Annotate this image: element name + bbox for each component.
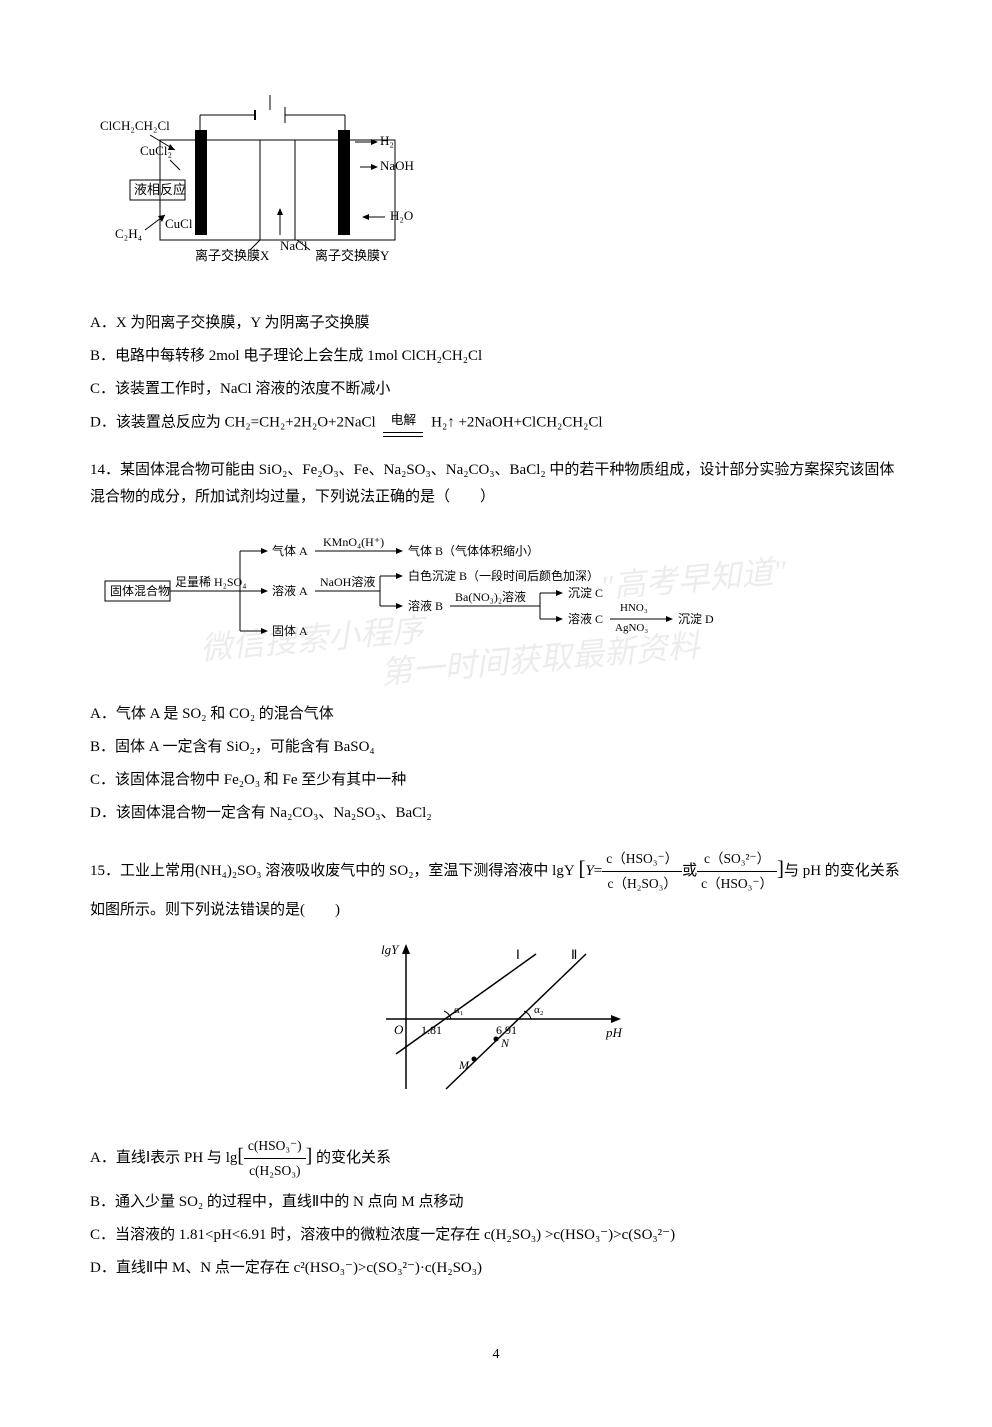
svg-text:溶液 A: 溶液 A <box>272 583 308 598</box>
svg-text:离子交换膜X: 离子交换膜X <box>195 248 270 263</box>
q14-option-c: C．该固体混合物中 Fe₂O₃ 和 Fe 至少有其中一种 <box>90 767 902 794</box>
svg-text:足量稀 H₂SO₄: 足量稀 H₂SO₄ <box>175 575 246 589</box>
svg-text:气体 A: 气体 A <box>272 543 308 558</box>
svg-text:固体 A: 固体 A <box>272 624 308 638</box>
svg-text:NaOH溶液: NaOH溶液 <box>320 574 375 589</box>
q14-option-a: A．气体 A 是 SO₂ 和 CO₂ 的混合气体 <box>90 701 902 728</box>
svg-text:Ba(NO₃)₂溶液: Ba(NO₃)₂溶液 <box>455 589 526 604</box>
q14-option-d: D．该固体混合物一定含有 Na₂CO₃、Na₂SO₃、BaCl₂ <box>90 800 902 827</box>
svg-text:KMnO₄(H⁺): KMnO₄(H⁺) <box>323 535 384 549</box>
svg-text:固体混合物: 固体混合物 <box>110 583 170 598</box>
q14-flowchart: "高考早知道" 微信搜索小程序 第一时间获取最新资料 固体混合物 足量稀 H₂S… <box>100 521 902 681</box>
svg-text:溶液 B: 溶液 B <box>408 598 443 613</box>
svg-text:AgNO₃: AgNO₃ <box>615 622 648 634</box>
q14: 14．某固体混合物可能由 SiO₂、Fe₂O₃、Fe、Na₂SO₃、Na₂CO₃… <box>90 457 902 827</box>
svg-text:气体 B（气体体积缩小）: 气体 B（气体体积缩小） <box>408 543 539 558</box>
q15-text: 15．工业上常用(NH₄)₂SO₃ 溶液吸收废气中的 SO₂，室温下测得溶液中 … <box>90 847 902 924</box>
svg-text:液相反应: 液相反应 <box>134 182 186 197</box>
svg-text:白色沉淀 B（一段时间后颜色加深）: 白色沉淀 B（一段时间后颜色加深） <box>408 568 599 583</box>
svg-text:溶液 C: 溶液 C <box>568 611 603 626</box>
q14-option-b: B．固体 A 一定含有 SiO₂，可能含有 BaSO₄ <box>90 734 902 761</box>
svg-text:M: M <box>458 1058 470 1072</box>
svg-text:沉淀 C: 沉淀 C <box>568 586 603 600</box>
svg-text:HNO₃: HNO₃ <box>620 602 648 614</box>
q15-option-b: B．通入少量 SO₂ 的过程中，直线Ⅱ中的 N 点向 M 点移动 <box>90 1189 902 1216</box>
q13-option-c: C．该装置工作时，NaCl 溶液的浓度不断减小 <box>90 376 902 403</box>
svg-text:H₂: H₂ <box>380 133 394 148</box>
q15-graph: lgY pH O Ⅰ Ⅱ 1.81 6.91 α₁ α₂ M <box>90 939 902 1119</box>
svg-text:Ⅱ: Ⅱ <box>571 947 577 962</box>
svg-text:1.81: 1.81 <box>421 1023 442 1037</box>
q13-electrolysis-diagram: ClCH₂CH₂Cl CuCl₂ 液相反应 C₂H₄ CuCl 离子交换膜X N… <box>100 90 902 290</box>
svg-text:O: O <box>394 1022 404 1037</box>
svg-text:CuCl₂: CuCl₂ <box>140 143 172 158</box>
svg-text:离子交换膜Y: 离子交换膜Y <box>315 248 390 263</box>
electrolysis-svg: ClCH₂CH₂Cl CuCl₂ 液相反应 C₂H₄ CuCl 离子交换膜X N… <box>100 90 440 280</box>
page-number: 4 <box>90 1342 902 1367</box>
q15: 15．工业上常用(NH₄)₂SO₃ 溶液吸收废气中的 SO₂，室温下测得溶液中 … <box>90 847 902 1282</box>
svg-text:6.91: 6.91 <box>496 1023 517 1037</box>
svg-text:α₁: α₁ <box>454 1004 464 1016</box>
svg-text:pH: pH <box>605 1025 623 1040</box>
svg-text:N: N <box>500 1036 510 1050</box>
q13-option-b: B．电路中每转移 2mol 电子理论上会生成 1mol ClCH₂CH₂Cl <box>90 343 902 370</box>
q15-option-a: A．直线Ⅰ表示 PH 与 lg[c(HSO₃⁻)c(H₂SO₃)] 的变化关系 <box>90 1134 902 1184</box>
svg-text:C₂H₄: C₂H₄ <box>115 226 143 241</box>
svg-text:α₂: α₂ <box>534 1004 544 1016</box>
svg-text:lgY: lgY <box>381 942 400 957</box>
q13-option-a: A．X 为阳离子交换膜，Y 为阴离子交换膜 <box>90 310 902 337</box>
q13-option-d: D．该装置总反应为 CH₂=CH₂+2H₂O+2NaCl 电解 H₂↑ +2Na… <box>90 409 902 437</box>
svg-text:NaOH: NaOH <box>380 158 414 173</box>
svg-text:CuCl: CuCl <box>165 216 193 231</box>
q14-text: 14．某固体混合物可能由 SiO₂、Fe₂O₃、Fe、Na₂SO₃、Na₂CO₃… <box>90 457 902 511</box>
q15-option-d: D．直线Ⅱ中 M、N 点一定存在 c²(HSO₃⁻)>c(SO₃²⁻)·c(H₂… <box>90 1255 902 1282</box>
svg-text:沉淀 D: 沉淀 D <box>678 612 714 626</box>
q15-option-c: C．当溶液的 1.81<pH<6.91 时，溶液中的微粒浓度一定存在 c(H₂S… <box>90 1222 902 1249</box>
svg-text:ClCH₂CH₂Cl: ClCH₂CH₂Cl <box>100 118 170 133</box>
svg-text:Ⅰ: Ⅰ <box>516 947 520 962</box>
svg-text:H₂O: H₂O <box>390 208 413 223</box>
